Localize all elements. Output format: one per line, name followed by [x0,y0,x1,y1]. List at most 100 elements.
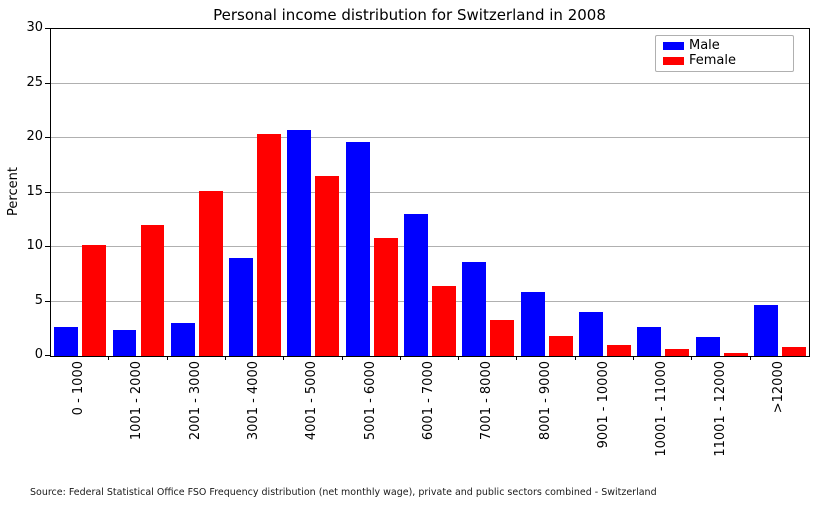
female-bar [140,225,165,356]
x-tick-label-text: >12000 [770,361,786,414]
bar-group [168,29,226,356]
y-tick-label: 20 [26,129,43,144]
x-tick-label: 5001 - 6000 [342,361,400,489]
female-swatch-icon [663,56,684,65]
x-tick-label-text: 2001 - 3000 [187,361,203,441]
y-tick-label: 0 [34,347,43,362]
legend-item-male: Male [663,39,786,53]
x-tick-label: 1001 - 2000 [108,361,166,489]
male-bar [287,130,312,356]
male-bar [54,326,79,356]
y-tick-label: 30 [26,20,43,35]
female-bar [198,191,223,356]
bar-group [51,29,109,356]
male-bar [637,326,662,356]
bar-group [518,29,576,356]
x-tick-label: >12000 [750,361,808,489]
male-bar [579,312,603,356]
y-tick [45,28,50,29]
female-bar [257,133,282,356]
x-tick [633,356,634,360]
female-bar [781,347,806,356]
x-tick [108,356,109,360]
x-tick-label: 9001 - 10000 [575,361,633,489]
female-bar [82,244,107,356]
legend-label-female: Female [689,52,737,68]
x-tick-label: 0 - 1000 [50,361,108,489]
x-tick-label-text: 10001 - 11000 [654,361,670,457]
male-bar [520,291,545,356]
legend-label-male: Male [689,38,720,54]
x-tick [283,356,284,360]
male-swatch-icon [663,42,684,51]
gridline-20 [51,137,809,138]
x-tick [342,356,343,360]
x-tick-label-text: 5001 - 6000 [362,361,378,441]
x-tick [167,356,168,360]
legend: Male Female [655,35,794,72]
female-bar [315,176,340,356]
y-tick-label: 25 [26,75,43,90]
x-tick [400,356,401,360]
x-tick-label: 8001 - 9000 [516,361,574,489]
y-tick [45,83,50,84]
bar-group [576,29,634,356]
male-bar [229,257,254,356]
y-tick [45,192,50,193]
x-tick [225,356,226,360]
female-bar [490,320,515,356]
gridline-15 [51,191,809,193]
x-tick-label-text: 9001 - 10000 [595,361,611,449]
x-tick-label: 4001 - 5000 [283,361,341,489]
chart-title: Personal income distribution for Switzer… [213,6,606,24]
bar-group [692,29,750,356]
bar-group [343,29,401,356]
male-bar [345,142,370,356]
y-tick [45,137,50,138]
x-tick-label-text: 11001 - 12000 [712,361,728,457]
gridline-5 [51,300,809,302]
bar-group [634,29,692,356]
x-tick [750,356,751,360]
x-tick-label: 6001 - 7000 [400,361,458,489]
gridline-10 [51,246,809,247]
x-tick [458,356,459,360]
x-tick-label: 2001 - 3000 [167,361,225,489]
male-bar [695,337,720,356]
male-bar [170,323,195,356]
x-tick-label-text: 0 - 1000 [71,361,87,416]
male-bar [404,214,428,356]
legend-item-female: Female [663,52,786,68]
female-bar [723,352,748,356]
x-tick-label: 10001 - 11000 [633,361,691,489]
y-tick-label: 10 [26,238,43,253]
female-bar [665,349,690,356]
x-tick-label-text: 1001 - 2000 [129,361,145,441]
x-tick-label-text: 7001 - 8000 [479,361,495,441]
bar-group [284,29,342,356]
y-tick-label: 15 [26,184,43,199]
x-tick-label: 11001 - 12000 [691,361,749,489]
female-bar [548,336,573,356]
x-tick-label-text: 4001 - 5000 [304,361,320,441]
male-bar [112,329,137,356]
source-note: Source: Federal Statistical Office FSO F… [30,487,657,498]
y-tick [45,301,50,302]
x-tick-label: 3001 - 4000 [225,361,283,489]
x-tick-label-text: 8001 - 9000 [537,361,553,441]
female-bar [432,286,456,356]
y-tick [45,355,50,356]
x-tick-label-text: 6001 - 7000 [420,361,436,441]
bar-group [751,29,809,356]
x-tick [691,356,692,360]
bar-group [109,29,167,356]
male-bar [462,262,487,356]
bar-group [459,29,517,356]
y-tick-label: 5 [34,293,43,308]
female-bar [607,345,631,356]
female-bar [373,238,398,356]
x-tick [516,356,517,360]
bar-group [226,29,284,356]
x-tick [575,356,576,360]
